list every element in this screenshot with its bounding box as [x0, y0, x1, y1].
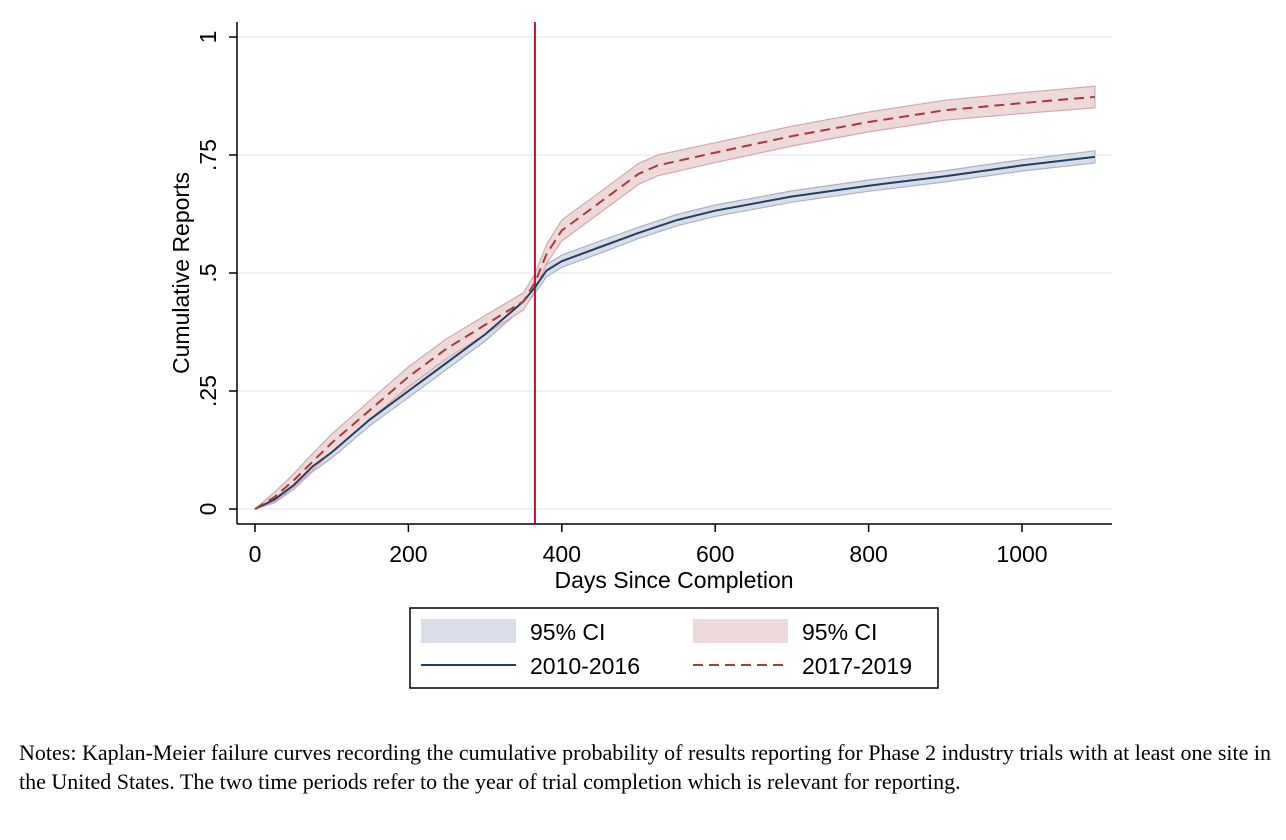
x-tick-label-3: 600	[696, 541, 734, 567]
series-lines	[254, 95, 1096, 510]
legend-line-label-2017-2019: 2017-2019	[802, 653, 912, 679]
legend: 95% CI 95% CI 2010-2016 2017-2019	[409, 607, 939, 689]
legend-line-label-2010-2016: 2010-2016	[530, 653, 640, 679]
legend-ci-swatch-2010-2016	[421, 619, 516, 643]
y-tick-label-1: .25	[195, 375, 221, 407]
series-line-2017-2019	[254, 95, 1095, 510]
x-tick-label-2: 400	[543, 541, 581, 567]
x-tick-label-4: 800	[849, 541, 887, 567]
y-tick-label-3: .75	[195, 139, 221, 171]
ci-bands	[254, 85, 1096, 510]
legend-ci-label-2010-2016: 95% CI	[530, 619, 605, 645]
figure-notes: Notes: Kaplan-Meier failure curves recor…	[19, 740, 1271, 794]
legend-ci-label-2017-2019: 95% CI	[802, 619, 877, 645]
series-line-2010-2016	[254, 155, 1096, 510]
x-tick-label-1: 200	[389, 541, 427, 567]
x-tick-label-0: 0	[249, 541, 262, 567]
ci-band-2017-2019	[254, 85, 1096, 510]
x-tick-label-5: 1000	[996, 541, 1047, 567]
y-tick-label-4: 1	[195, 31, 221, 44]
y-tick-label-0: 0	[195, 503, 221, 516]
ci-band-2010-2016	[254, 150, 1096, 510]
y-tick-label-2: .5	[195, 263, 221, 282]
x-axis-label: Days Since Completion	[554, 567, 793, 593]
y-axis-label: Cumulative Reports	[168, 172, 194, 374]
tick-labels: 0 200 400 600 800 1000 0 .25 .5 .75 1	[195, 31, 1048, 567]
legend-ci-swatch-2017-2019	[693, 619, 788, 643]
km-chart: 0 200 400 600 800 1000 0 .25 .5 .75 1 Days Since C…	[168, 22, 1112, 689]
